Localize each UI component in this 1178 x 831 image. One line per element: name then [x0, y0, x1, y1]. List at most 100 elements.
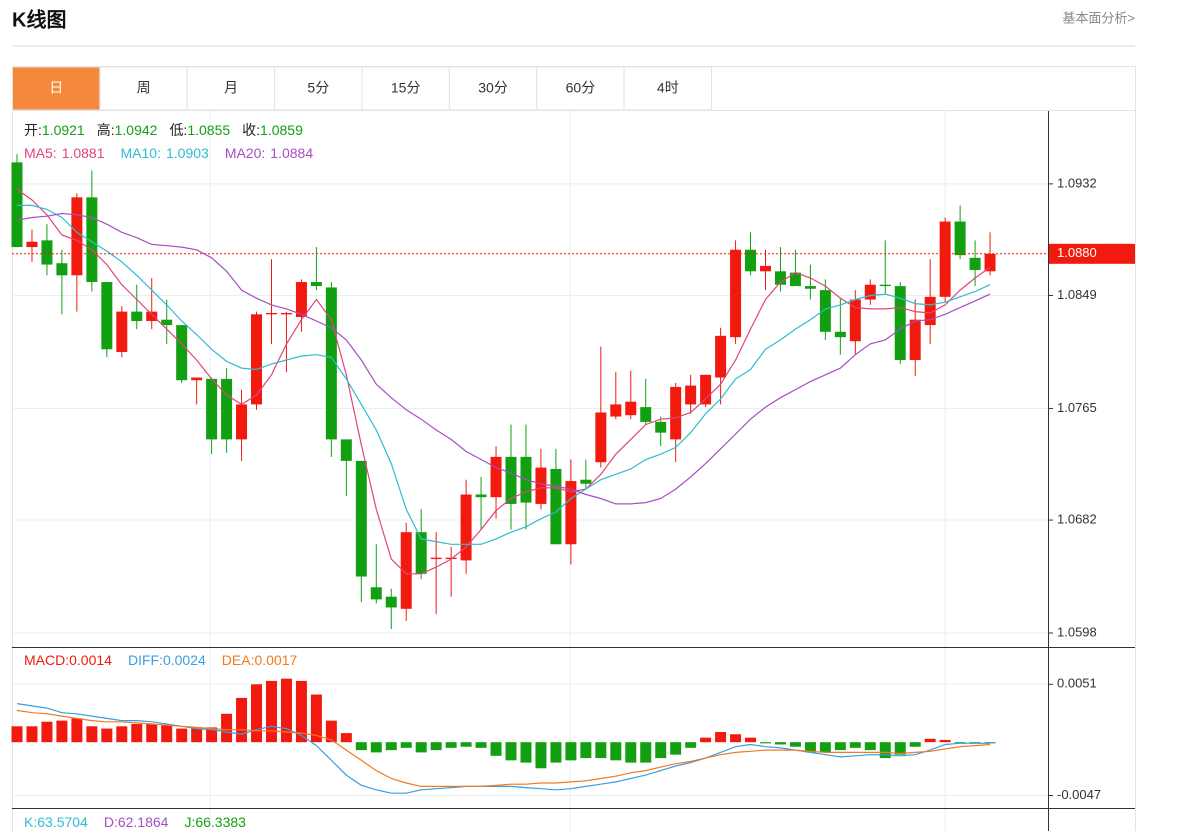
macd-bar — [400, 742, 412, 748]
candle-body — [774, 271, 786, 285]
macd-bar — [295, 680, 307, 743]
macd-bar — [101, 728, 113, 743]
legend-value: 63.5704 — [37, 814, 88, 830]
candle-body — [176, 325, 188, 381]
legend-label: 高: — [97, 122, 115, 138]
tab-label[interactable]: 15分 — [391, 80, 421, 96]
candle-body — [655, 421, 667, 433]
y-tick-label: 1.0682 — [1057, 511, 1097, 526]
tab-label[interactable]: 周 — [137, 80, 151, 96]
y-tick-label: 1.0598 — [1057, 624, 1097, 639]
macd-bar — [864, 742, 876, 751]
candle-body — [71, 197, 83, 276]
candle-body — [789, 272, 801, 287]
macd-bar — [730, 734, 742, 743]
candle-body — [295, 282, 307, 318]
tab-label[interactable]: 30分 — [478, 80, 508, 96]
legend-label: J: — [184, 814, 195, 830]
candle-body — [565, 481, 577, 545]
legend-value: 1.0921 — [42, 122, 85, 138]
macd-bar — [595, 742, 607, 759]
legend: K:63.5704 D:62.1864 J:66.3383 — [24, 814, 246, 830]
legend-label: MA10: — [121, 145, 161, 161]
macd-bar — [310, 694, 322, 743]
page-title: K线图 — [12, 7, 66, 31]
tab[interactable] — [536, 66, 625, 111]
candle-body — [849, 299, 861, 342]
candle-body — [580, 479, 592, 484]
candle-body — [550, 468, 562, 545]
candle-body — [954, 221, 966, 256]
tab-label[interactable]: 月 — [224, 80, 238, 96]
candle-body — [221, 378, 233, 440]
macd-bar — [700, 737, 712, 743]
macd-bar — [116, 726, 128, 743]
last-price-box — [1049, 243, 1135, 264]
tab-label[interactable]: 4时 — [657, 80, 679, 96]
macd-bar — [340, 733, 352, 743]
macd-bar — [610, 742, 622, 761]
macd-bar — [804, 742, 816, 753]
candle-body — [969, 257, 981, 270]
candle-body — [430, 557, 442, 560]
legend-value: 0.0017 — [254, 652, 297, 668]
tab[interactable] — [623, 66, 712, 111]
tab[interactable] — [448, 66, 538, 111]
candle-body — [460, 494, 472, 561]
candle-body — [310, 282, 322, 287]
legend-label: D: — [104, 814, 118, 830]
macd-bar — [565, 742, 577, 761]
candle-body — [894, 286, 906, 361]
legend-label: MA5: — [24, 145, 57, 161]
legend-value: 1.0903 — [166, 145, 209, 161]
macd-bar — [879, 742, 891, 759]
fundamental-link[interactable]: 基本面分析> — [1062, 10, 1135, 25]
legend-label: K: — [24, 814, 37, 830]
tab-label[interactable]: 5分 — [307, 80, 329, 96]
legend-label: 开: — [24, 122, 42, 138]
macd-bar — [520, 742, 532, 763]
macd-bar — [819, 742, 831, 753]
macd-bar — [640, 742, 652, 763]
macd-bar — [71, 718, 83, 743]
macd-bar — [789, 742, 801, 747]
chart-frame — [12, 66, 1136, 831]
candle-body — [984, 253, 996, 272]
tab[interactable] — [12, 66, 101, 111]
legend-value: 62.1864 — [118, 814, 169, 830]
macd-bar — [191, 728, 203, 743]
y-tick-label: 1.0849 — [1057, 287, 1097, 302]
legend-value: 1.0881 — [62, 145, 105, 161]
ma-line — [16, 212, 991, 505]
macd-bar — [355, 742, 367, 751]
macd-bar — [670, 742, 682, 755]
candle-body — [26, 241, 38, 248]
candle-body — [700, 374, 712, 405]
tab-label[interactable]: 日 — [49, 80, 63, 96]
tab-label[interactable]: 60分 — [566, 80, 596, 96]
macd-bar — [505, 742, 517, 761]
candle-body — [251, 314, 263, 405]
candle-body — [625, 401, 637, 416]
macd-line — [16, 709, 991, 787]
macd-bar — [924, 738, 936, 743]
macd-bar — [221, 713, 233, 743]
candle-body — [41, 240, 53, 265]
candle-body — [505, 456, 517, 504]
candle-body — [116, 311, 128, 352]
candle-body — [131, 311, 143, 322]
legend-label: DEA: — [222, 652, 255, 668]
candle-body — [879, 284, 891, 287]
candle-body — [640, 407, 652, 422]
tab[interactable] — [99, 66, 188, 111]
candle-body — [924, 296, 936, 326]
candle-body — [161, 319, 173, 326]
macd-bar — [265, 680, 277, 743]
legend: MA5: 1.0881 MA10: 1.0903 MA20: 1.0884 — [24, 145, 313, 161]
macd-bar — [430, 742, 442, 751]
macd-bar — [774, 742, 786, 745]
candle-body — [834, 331, 846, 338]
macd-bar — [715, 731, 727, 743]
